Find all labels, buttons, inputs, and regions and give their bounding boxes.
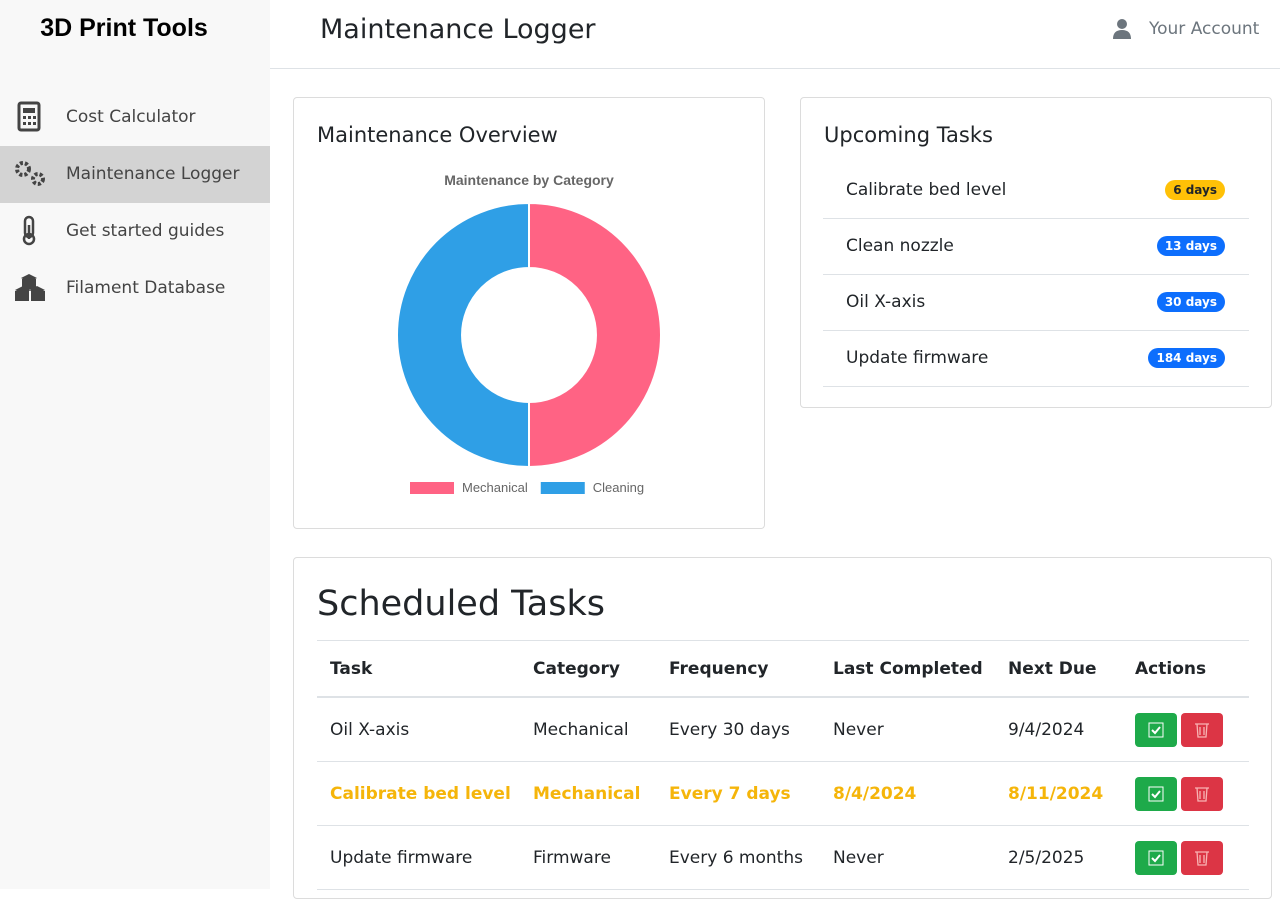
- complete-button[interactable]: [1135, 840, 1177, 875]
- table-cell: 2/5/2025: [995, 825, 1122, 890]
- chart-title: Maintenance by Category: [444, 172, 614, 188]
- legend-swatch: [410, 482, 454, 494]
- delete-button[interactable]: [1181, 712, 1223, 747]
- nav-item[interactable]: Cost Calculator: [0, 89, 270, 146]
- task-name: Update firmware: [846, 348, 989, 368]
- account-link[interactable]: Your Account: [1149, 19, 1260, 39]
- nav-label: Get started guides: [66, 221, 225, 241]
- table-cell: 9/4/2024: [995, 697, 1122, 762]
- table-cell: Update firmware: [317, 825, 520, 890]
- check-icon: [1148, 722, 1164, 737]
- page-title: Maintenance Logger: [320, 14, 596, 45]
- table-cell: Oil X-axis: [317, 697, 520, 762]
- actions-cell: [1122, 825, 1249, 890]
- task-name: Oil X-axis: [846, 292, 926, 312]
- scheduled-card: Scheduled Tasks Task Category Frequency Las…: [293, 557, 1272, 899]
- account-icon: [1113, 19, 1131, 39]
- table-cell: Every 7 days: [656, 761, 820, 826]
- legend-swatch: [540, 482, 585, 494]
- table-cell: Calibrate bed level: [317, 761, 520, 826]
- actions-cell: [1122, 761, 1249, 826]
- column-header: Frequency: [656, 640, 820, 698]
- delete-button[interactable]: [1181, 840, 1223, 875]
- table-cell: 8/11/2024: [995, 761, 1122, 826]
- check-icon: [1148, 850, 1164, 865]
- task-name: Calibrate bed level: [846, 180, 1007, 200]
- task-item: Update firmware 184 days: [823, 330, 1249, 387]
- due-badge: 13 days: [1156, 236, 1225, 256]
- overview-card: Maintenance Overview Maintenance by Cate…: [293, 97, 765, 529]
- table-cell: Mechanical: [520, 697, 656, 762]
- table-cell: Mechanical: [520, 761, 656, 826]
- table-cell: Never: [820, 697, 995, 762]
- table-cell: Never: [820, 825, 995, 890]
- table-cell: Every 6 months: [656, 825, 820, 890]
- legend-label: Mechanical: [462, 480, 528, 495]
- column-header: Actions: [1122, 640, 1249, 698]
- nav-icon: [15, 161, 45, 186]
- delete-button[interactable]: [1181, 776, 1223, 811]
- trash-icon: [1195, 722, 1209, 738]
- nav-label: Maintenance Logger: [66, 164, 240, 184]
- actions-cell: [1122, 697, 1249, 762]
- sidebar: 3D Print Tools Cost Calculator Maintenanc…: [0, 0, 270, 889]
- nav-icon: [15, 274, 45, 301]
- trash-icon: [1195, 786, 1209, 802]
- brand: 3D Print Tools: [40, 14, 208, 42]
- task-table: Task Category Frequency Last Completed Next …: [317, 640, 1249, 890]
- card-title: Maintenance Overview: [317, 123, 558, 147]
- table-row: Oil X-axis Mechanical Every 30 days Never 9/…: [317, 697, 1249, 762]
- due-badge: 30 days: [1156, 292, 1225, 312]
- column-header: Task: [317, 640, 520, 698]
- check-icon: [1148, 786, 1164, 801]
- nav-item[interactable]: Filament Database: [0, 260, 270, 317]
- task-item: Calibrate bed level 6 days: [823, 162, 1249, 219]
- table-cell: Every 30 days: [656, 697, 820, 762]
- complete-button[interactable]: [1135, 712, 1177, 747]
- nav-item[interactable]: Maintenance Logger: [0, 146, 270, 203]
- column-header: Next Due: [995, 640, 1122, 698]
- task-item: Clean nozzle 13 days: [823, 218, 1249, 275]
- card-title: Scheduled Tasks: [317, 584, 605, 624]
- trash-icon: [1195, 850, 1209, 866]
- nav-label: Cost Calculator: [66, 107, 196, 127]
- task-item: Oil X-axis 30 days: [823, 274, 1249, 331]
- due-badge: 184 days: [1148, 348, 1225, 368]
- nav-item[interactable]: Get started guides: [0, 203, 270, 260]
- nav-icon: [22, 215, 36, 246]
- header: Maintenance Logger Your Account: [270, 0, 1280, 69]
- upcoming-card: Upcoming Tasks Calibrate bed level 6 days…: [800, 97, 1272, 408]
- card-title: Upcoming Tasks: [824, 123, 993, 147]
- complete-button[interactable]: [1135, 776, 1177, 811]
- chart: Maintenance by Category Mechanical Cleanin…: [396, 172, 662, 495]
- table-row: Calibrate bed level Mechanical Every 7 day…: [317, 761, 1249, 826]
- table-cell: Firmware: [520, 825, 656, 890]
- column-header: Category: [520, 640, 656, 698]
- due-badge: 6 days: [1165, 180, 1225, 200]
- task-name: Clean nozzle: [846, 236, 954, 256]
- nav-icon: [17, 101, 41, 132]
- legend-label: Cleaning: [593, 480, 644, 495]
- doughnut-segment: [528, 201, 662, 469]
- nav-label: Filament Database: [66, 278, 226, 298]
- table-cell: 8/4/2024: [820, 761, 995, 826]
- doughnut-segment: [396, 201, 530, 469]
- column-header: Last Completed: [820, 640, 995, 698]
- table-row: Update firmware Firmware Every 6 months Nev…: [317, 825, 1249, 890]
